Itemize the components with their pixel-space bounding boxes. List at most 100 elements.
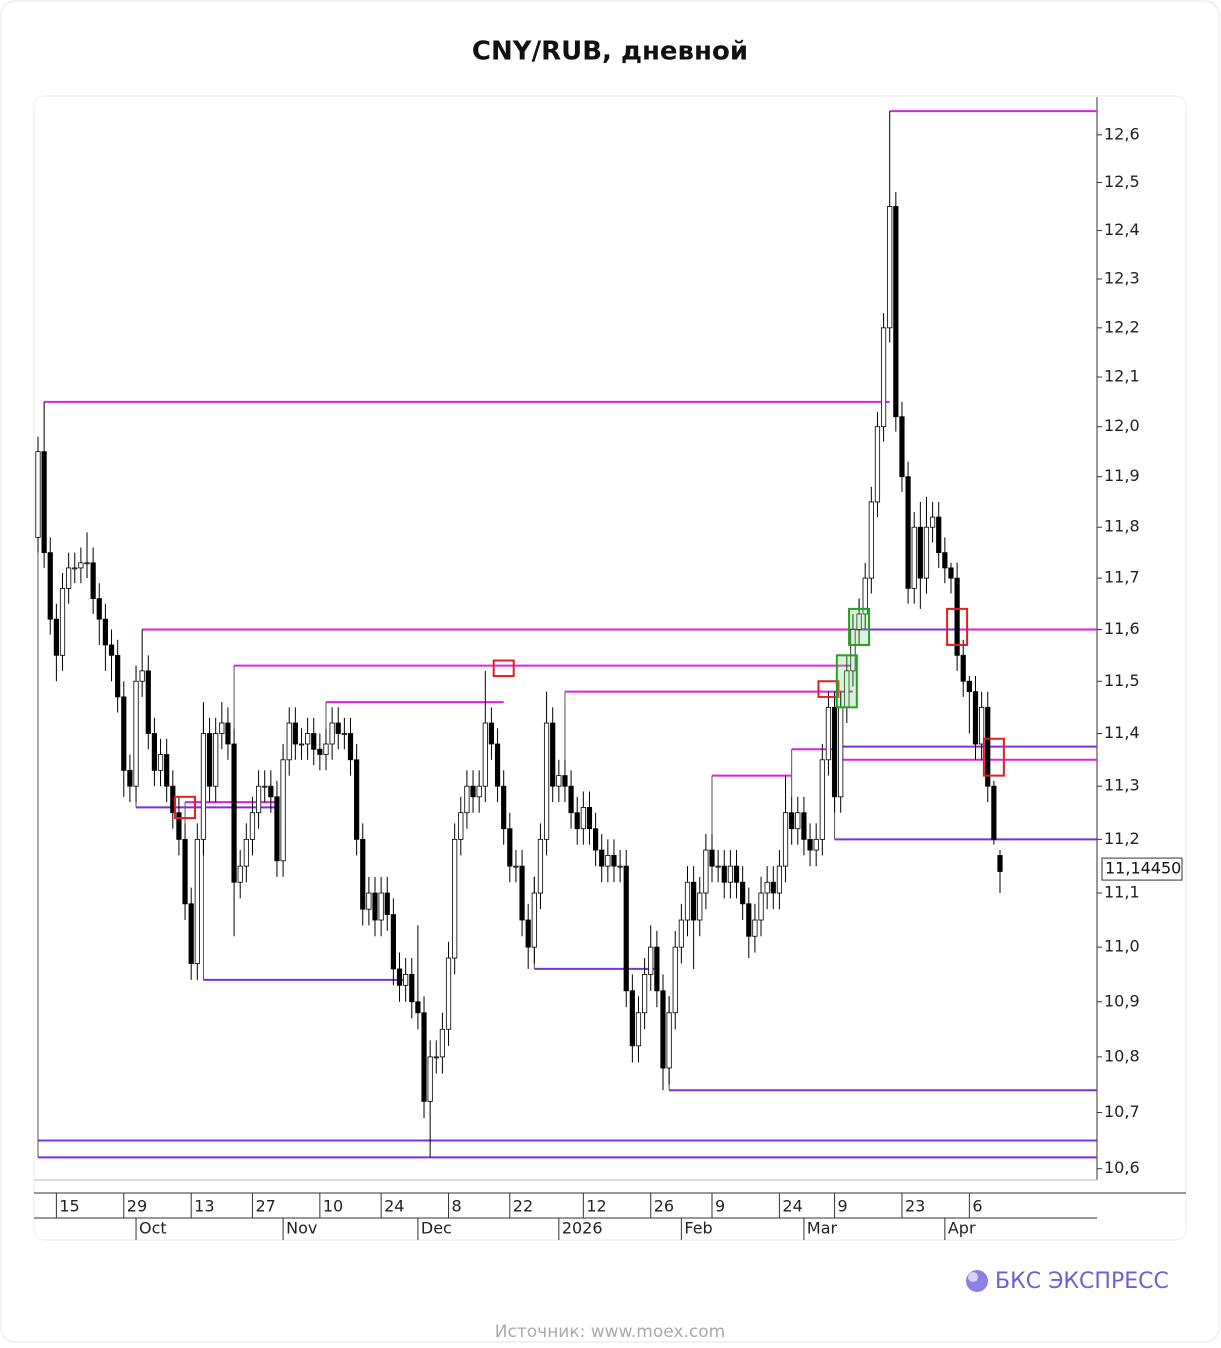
y-tick-label: 11,2: [1104, 829, 1140, 848]
candle-body: [396, 968, 403, 986]
candle-body: [623, 865, 629, 992]
month-label: Dec: [421, 1219, 452, 1238]
candle-body: [133, 680, 139, 787]
candle-body: [537, 838, 544, 894]
candle-body: [464, 785, 470, 814]
candle-body: [121, 696, 127, 771]
candle-body: [660, 990, 666, 1069]
candle-body: [666, 1012, 672, 1069]
candle-body: [599, 849, 605, 867]
candle-body: [648, 946, 654, 975]
candle-body: [562, 775, 568, 787]
y-tick-label: 12,0: [1104, 416, 1140, 435]
candle-body: [942, 552, 948, 569]
candle-body: [733, 865, 740, 883]
candle-body: [580, 807, 586, 830]
candle-body: [96, 598, 102, 620]
candle-body: [127, 769, 133, 787]
y-tick-label: 11,5: [1104, 671, 1140, 690]
candle-body: [286, 722, 292, 761]
candle-body: [298, 743, 305, 746]
candle-body: [972, 691, 979, 745]
y-tick-label: 12,1: [1104, 367, 1140, 386]
candle-body: [421, 1012, 427, 1102]
candle-body: [543, 722, 550, 840]
candle-body: [268, 785, 274, 798]
candle-body: [164, 754, 170, 787]
candle-body: [213, 733, 219, 787]
candle-body: [887, 206, 893, 329]
candle-body: [592, 828, 599, 851]
candle-body: [108, 644, 115, 656]
candle-body: [905, 476, 911, 589]
candle-body: [838, 706, 844, 798]
candle-body: [531, 892, 537, 948]
x-tick-label: 24: [782, 1197, 802, 1216]
candle-body: [672, 946, 678, 1014]
month-label: Mar: [807, 1219, 838, 1238]
candle-body: [90, 562, 96, 600]
candle-body: [960, 654, 966, 682]
candle-body: [917, 526, 923, 579]
month-label: 2026: [562, 1219, 603, 1238]
candle-body: [403, 973, 409, 986]
y-tick-label: 12,2: [1104, 317, 1140, 336]
candle-body: [494, 743, 501, 787]
candle-body: [697, 892, 703, 921]
candle-body: [354, 759, 360, 840]
candle-body: [929, 516, 936, 528]
candle-body: [243, 838, 249, 867]
x-tick-label: 9: [715, 1197, 725, 1216]
candle-body: [746, 903, 752, 937]
candle-body: [182, 838, 188, 905]
candle-body: [715, 865, 721, 868]
candle-body: [966, 680, 972, 693]
candle-body: [41, 451, 47, 554]
month-label: Oct: [139, 1219, 167, 1238]
candle-body: [586, 807, 593, 830]
candle-body: [66, 567, 72, 589]
candle-body: [611, 855, 617, 867]
candle-body: [991, 785, 997, 840]
candle-body: [936, 516, 942, 554]
candle-body: [274, 796, 280, 862]
last-price-label: 11,14450: [1105, 859, 1181, 878]
candle-body: [262, 785, 268, 788]
month-label: Nov: [286, 1219, 317, 1238]
candle-body: [807, 838, 813, 851]
x-tick-label: 10: [323, 1197, 343, 1216]
candle-body: [501, 785, 507, 830]
candle-body: [979, 706, 985, 745]
candle-body: [384, 892, 390, 916]
brand: БКС ЭКСПРЕСС: [995, 1269, 1169, 1294]
y-tick-label: 10,8: [1104, 1046, 1140, 1065]
candle-body: [329, 722, 335, 745]
candle-body: [84, 562, 90, 565]
candle-body: [341, 733, 347, 735]
y-tick-label: 12,3: [1104, 268, 1140, 287]
candle-body: [654, 946, 660, 992]
candle-body: [366, 892, 372, 910]
candle-body: [684, 881, 691, 921]
candle-body: [488, 722, 495, 745]
plot-frame: [33, 95, 1187, 1241]
candle-body: [255, 785, 262, 814]
candle-body: [317, 748, 323, 755]
y-tick-label: 12,4: [1104, 220, 1140, 239]
y-tick-label: 11,3: [1104, 776, 1140, 795]
candle-body: [954, 577, 960, 656]
last-price-box: [1101, 857, 1183, 881]
y-tick-label: 11,9: [1104, 466, 1140, 485]
candle-body: [115, 654, 121, 698]
candle-body: [47, 552, 53, 620]
brand-logo: БКС ЭКСПРЕСС: [966, 1269, 1169, 1294]
candle-body: [433, 1056, 439, 1059]
logo-shine: [968, 1272, 978, 1282]
candle-body: [985, 706, 991, 787]
candle-body: [813, 838, 819, 851]
highlight-box: [835, 654, 858, 709]
candle-body: [347, 733, 354, 761]
x-tick-label: 22: [513, 1197, 533, 1216]
y-tick-label: 12,5: [1104, 172, 1140, 191]
candle-body: [862, 577, 868, 615]
